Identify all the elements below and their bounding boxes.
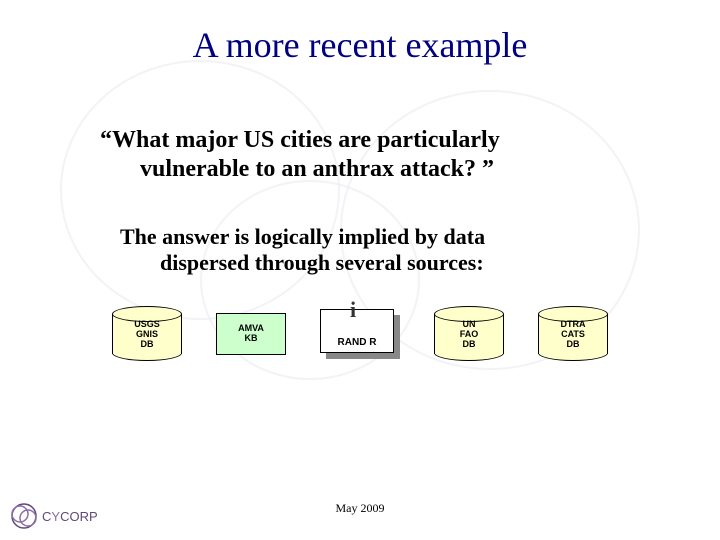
answer-line2: dispersed through several sources: (120, 250, 660, 276)
slide-content: A more recent example “What major US cit… (0, 0, 720, 540)
question-line1: “What major US cities are particularly (100, 127, 500, 153)
cycorp-logo: CYCORP (8, 500, 98, 532)
report-front: RAND R (320, 309, 394, 353)
logo-swirl-icon (8, 500, 40, 532)
db-source-4: DTRACATSDB (538, 306, 608, 361)
cylinder-label: USGSGNISDB (112, 320, 182, 350)
cylinder-label: DTRACATSDB (538, 320, 608, 350)
db-source-3: UNFAODB (434, 306, 504, 361)
cylinder-label: UNFAODB (434, 320, 504, 350)
info-icon: i (350, 297, 356, 323)
answer-line1: The answer is logically implied by data (120, 224, 485, 249)
question-text: “What major US cities are particularly v… (100, 126, 660, 184)
question-line2: vulnerable to an anthrax attack? ” (100, 155, 660, 184)
report-source-2: RAND Ri (320, 309, 400, 359)
db-source-0: USGSGNISDB (112, 306, 182, 361)
slide-title: A more recent example (60, 24, 660, 66)
footer-date: May 2009 (0, 501, 720, 516)
answer-intro: The answer is logically implied by data … (120, 224, 660, 277)
logo-text: CYCORP (42, 509, 98, 524)
kb-source-1: AMVAKB (216, 313, 286, 355)
sources-row: USGSGNISDB AMVAKB RAND Ri UNFAODB DTRACATSDB (100, 306, 620, 361)
